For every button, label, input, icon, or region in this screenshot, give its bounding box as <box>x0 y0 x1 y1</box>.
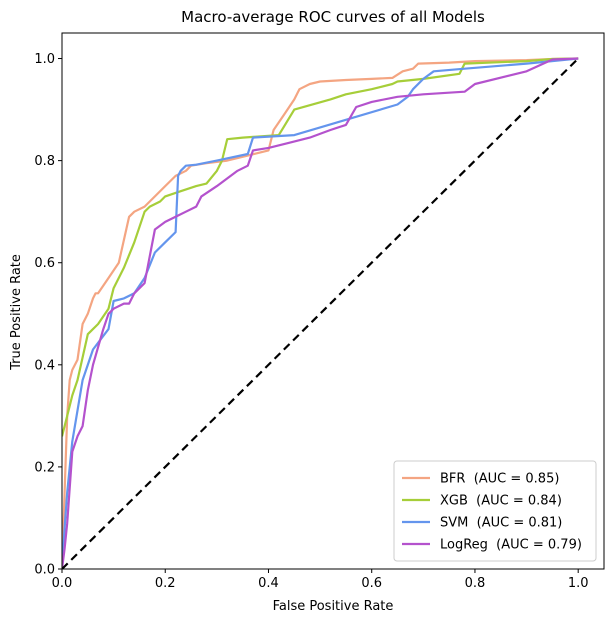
legend-label-3: LogReg (AUC = 0.79) <box>440 538 582 553</box>
chart-title: Macro-average ROC curves of all Models <box>181 8 485 26</box>
legend-label-2: SVM (AUC = 0.81) <box>440 516 562 531</box>
x-tick-label-3: 0.6 <box>361 576 382 591</box>
x-tick-label-2: 0.4 <box>258 576 279 591</box>
y-tick-label-5: 1.0 <box>34 52 55 67</box>
x-tick-label-4: 0.8 <box>465 576 486 591</box>
series-line-1 <box>62 57 579 437</box>
series-line-2 <box>62 57 579 569</box>
chance-diagonal-line <box>62 57 579 569</box>
legend: BFR (AUC = 0.85) XGB (AUC = 0.84) SVM (AUC… <box>393 460 597 562</box>
y-axis-title: True Positive Rate <box>9 254 24 371</box>
y-tick-label-2: 0.4 <box>34 358 55 373</box>
axes-frame <box>61 32 605 570</box>
legend-box <box>393 460 597 562</box>
series-line-3 <box>62 57 579 569</box>
x-axis-title: False Positive Rate <box>273 599 394 614</box>
x-tick-label-0: 0.0 <box>52 576 73 591</box>
x-tick-label-5: 1.0 <box>568 576 589 591</box>
y-axis: 0.0 0.2 0.4 0.6 0.8 1.0 <box>34 52 62 578</box>
legend-label-1: XGB (AUC = 0.84) <box>440 494 562 509</box>
y-tick-label-0: 0.0 <box>34 563 55 578</box>
y-tick-label-4: 0.8 <box>34 154 55 169</box>
y-tick-label-3: 0.6 <box>34 256 55 271</box>
plot-area <box>62 57 579 569</box>
y-tick-label-1: 0.2 <box>34 460 55 475</box>
x-tick-label-1: 0.2 <box>155 576 176 591</box>
x-axis: 0.0 0.2 0.4 0.6 0.8 1.0 <box>52 569 589 591</box>
legend-label-0: BFR (AUC = 0.85) <box>440 472 559 487</box>
